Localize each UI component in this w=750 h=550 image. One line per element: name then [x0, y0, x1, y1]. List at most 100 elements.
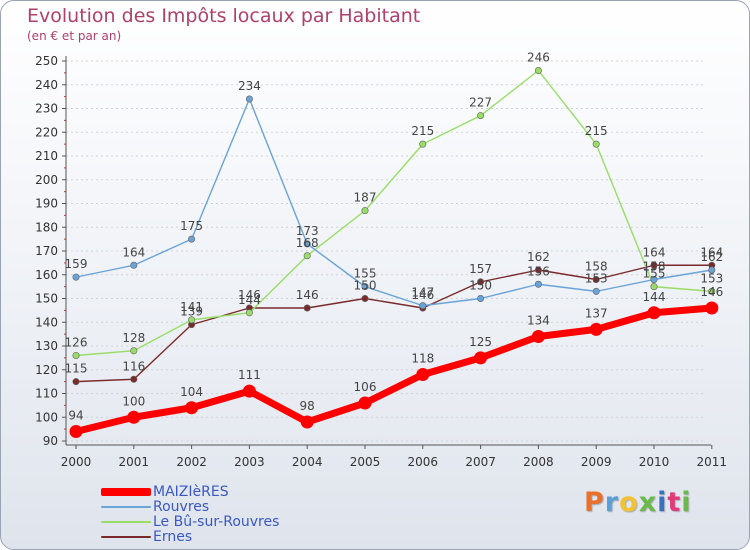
y-minor-tick [64, 333, 66, 335]
legend-item: Le Bû-sur-Rouvres [101, 514, 361, 530]
data-label: 146 [411, 288, 434, 302]
data-point [416, 368, 430, 381]
data-label: 158 [643, 260, 666, 274]
data-point [303, 240, 311, 248]
y-tick-label: 240 [35, 78, 58, 92]
y-tick-label: 130 [35, 339, 58, 353]
y-minor-tick [64, 357, 66, 359]
data-point [72, 273, 80, 281]
data-point [589, 322, 603, 336]
data-point [534, 266, 542, 274]
data-label: 227 [469, 96, 492, 110]
data-point [72, 378, 80, 386]
x-tick-label: 2007 [465, 455, 496, 469]
data-label: 168 [296, 236, 319, 250]
y-minor-tick [64, 309, 66, 311]
legend-swatch [101, 521, 151, 523]
y-minor-tick [64, 214, 66, 216]
y-tick-label: 210 [35, 149, 58, 163]
data-label: 104 [180, 385, 203, 399]
data-label: 146 [296, 288, 319, 302]
data-point [245, 309, 253, 317]
data-label: 150 [354, 279, 377, 293]
legend-item: Rouvres [101, 499, 361, 515]
y-tick-label: 190 [35, 197, 58, 211]
y-tick-label: 150 [35, 292, 58, 306]
data-point [592, 140, 600, 148]
data-label: 153 [585, 271, 608, 285]
data-label: 146 [700, 285, 723, 299]
x-tick-label: 2003 [234, 455, 265, 469]
y-minor-tick [64, 96, 66, 98]
data-label: 155 [643, 267, 666, 281]
y-minor-tick [64, 286, 66, 288]
series-line-2 [75, 69, 712, 357]
data-label: 246 [527, 51, 550, 65]
data-label: 156 [527, 264, 550, 278]
data-point [534, 280, 542, 288]
data-point [647, 306, 661, 320]
x-tick-label: 2005 [350, 455, 381, 469]
legend: MAIZIèRES Rouvres Le Bû-sur-Rouvres Ernes [101, 484, 361, 545]
data-point [474, 351, 488, 365]
proxiti-logo: Proxiti [584, 487, 692, 518]
data-label: 164 [643, 245, 666, 259]
data-point [72, 351, 80, 359]
x-tick-label: 2006 [408, 455, 439, 469]
y-tick-label: 120 [35, 363, 58, 377]
y-minor-tick [64, 404, 66, 406]
data-point [708, 266, 716, 274]
data-point [130, 375, 138, 383]
data-point [650, 283, 658, 291]
data-label: 139 [180, 305, 203, 319]
data-point [477, 112, 485, 120]
data-label: 164 [700, 245, 723, 259]
y-minor-tick [64, 119, 66, 121]
data-label: 157 [469, 262, 492, 276]
y-minor-tick [64, 262, 66, 264]
data-label: 162 [700, 250, 723, 264]
data-point [69, 425, 83, 438]
y-tick-label: 250 [35, 54, 58, 68]
y-tick-label: 180 [35, 220, 58, 234]
y-tick-label: 230 [35, 102, 58, 116]
data-label: 162 [527, 250, 550, 264]
data-label: 126 [65, 336, 88, 350]
y-minor-tick [64, 143, 66, 145]
data-point [127, 410, 141, 424]
y-tick-label: 90 [43, 434, 58, 448]
data-point [708, 287, 716, 295]
series-line-1 [75, 98, 712, 307]
data-label: 116 [122, 359, 145, 373]
legend-label: Rouvres [153, 499, 210, 515]
data-label: 215 [411, 124, 434, 138]
x-tick-label: 2008 [523, 455, 554, 469]
data-point [185, 401, 199, 415]
data-label: 98 [300, 399, 315, 413]
data-label: 100 [122, 394, 145, 408]
data-label: 137 [585, 306, 608, 320]
data-point [303, 252, 311, 260]
series-line-3 [75, 264, 712, 383]
data-point [130, 347, 138, 355]
data-label: 164 [122, 245, 145, 259]
data-point [419, 140, 427, 148]
legend-item: MAIZIèRES [101, 484, 361, 500]
y-minor-tick [64, 428, 66, 430]
data-point [477, 294, 485, 302]
data-label: 234 [238, 79, 261, 93]
data-label: 118 [411, 352, 434, 366]
chart-subtitle: (en € et par an) [27, 29, 122, 43]
data-point [303, 304, 311, 312]
data-label: 106 [354, 380, 377, 394]
x-tick-label: 2004 [292, 455, 323, 469]
data-label: 144 [238, 293, 261, 307]
data-point [188, 235, 196, 243]
x-tick-label: 2001 [119, 455, 150, 469]
data-label: 115 [65, 362, 88, 376]
data-label: 173 [296, 224, 319, 238]
data-label: 111 [238, 368, 261, 382]
data-point [361, 207, 369, 215]
